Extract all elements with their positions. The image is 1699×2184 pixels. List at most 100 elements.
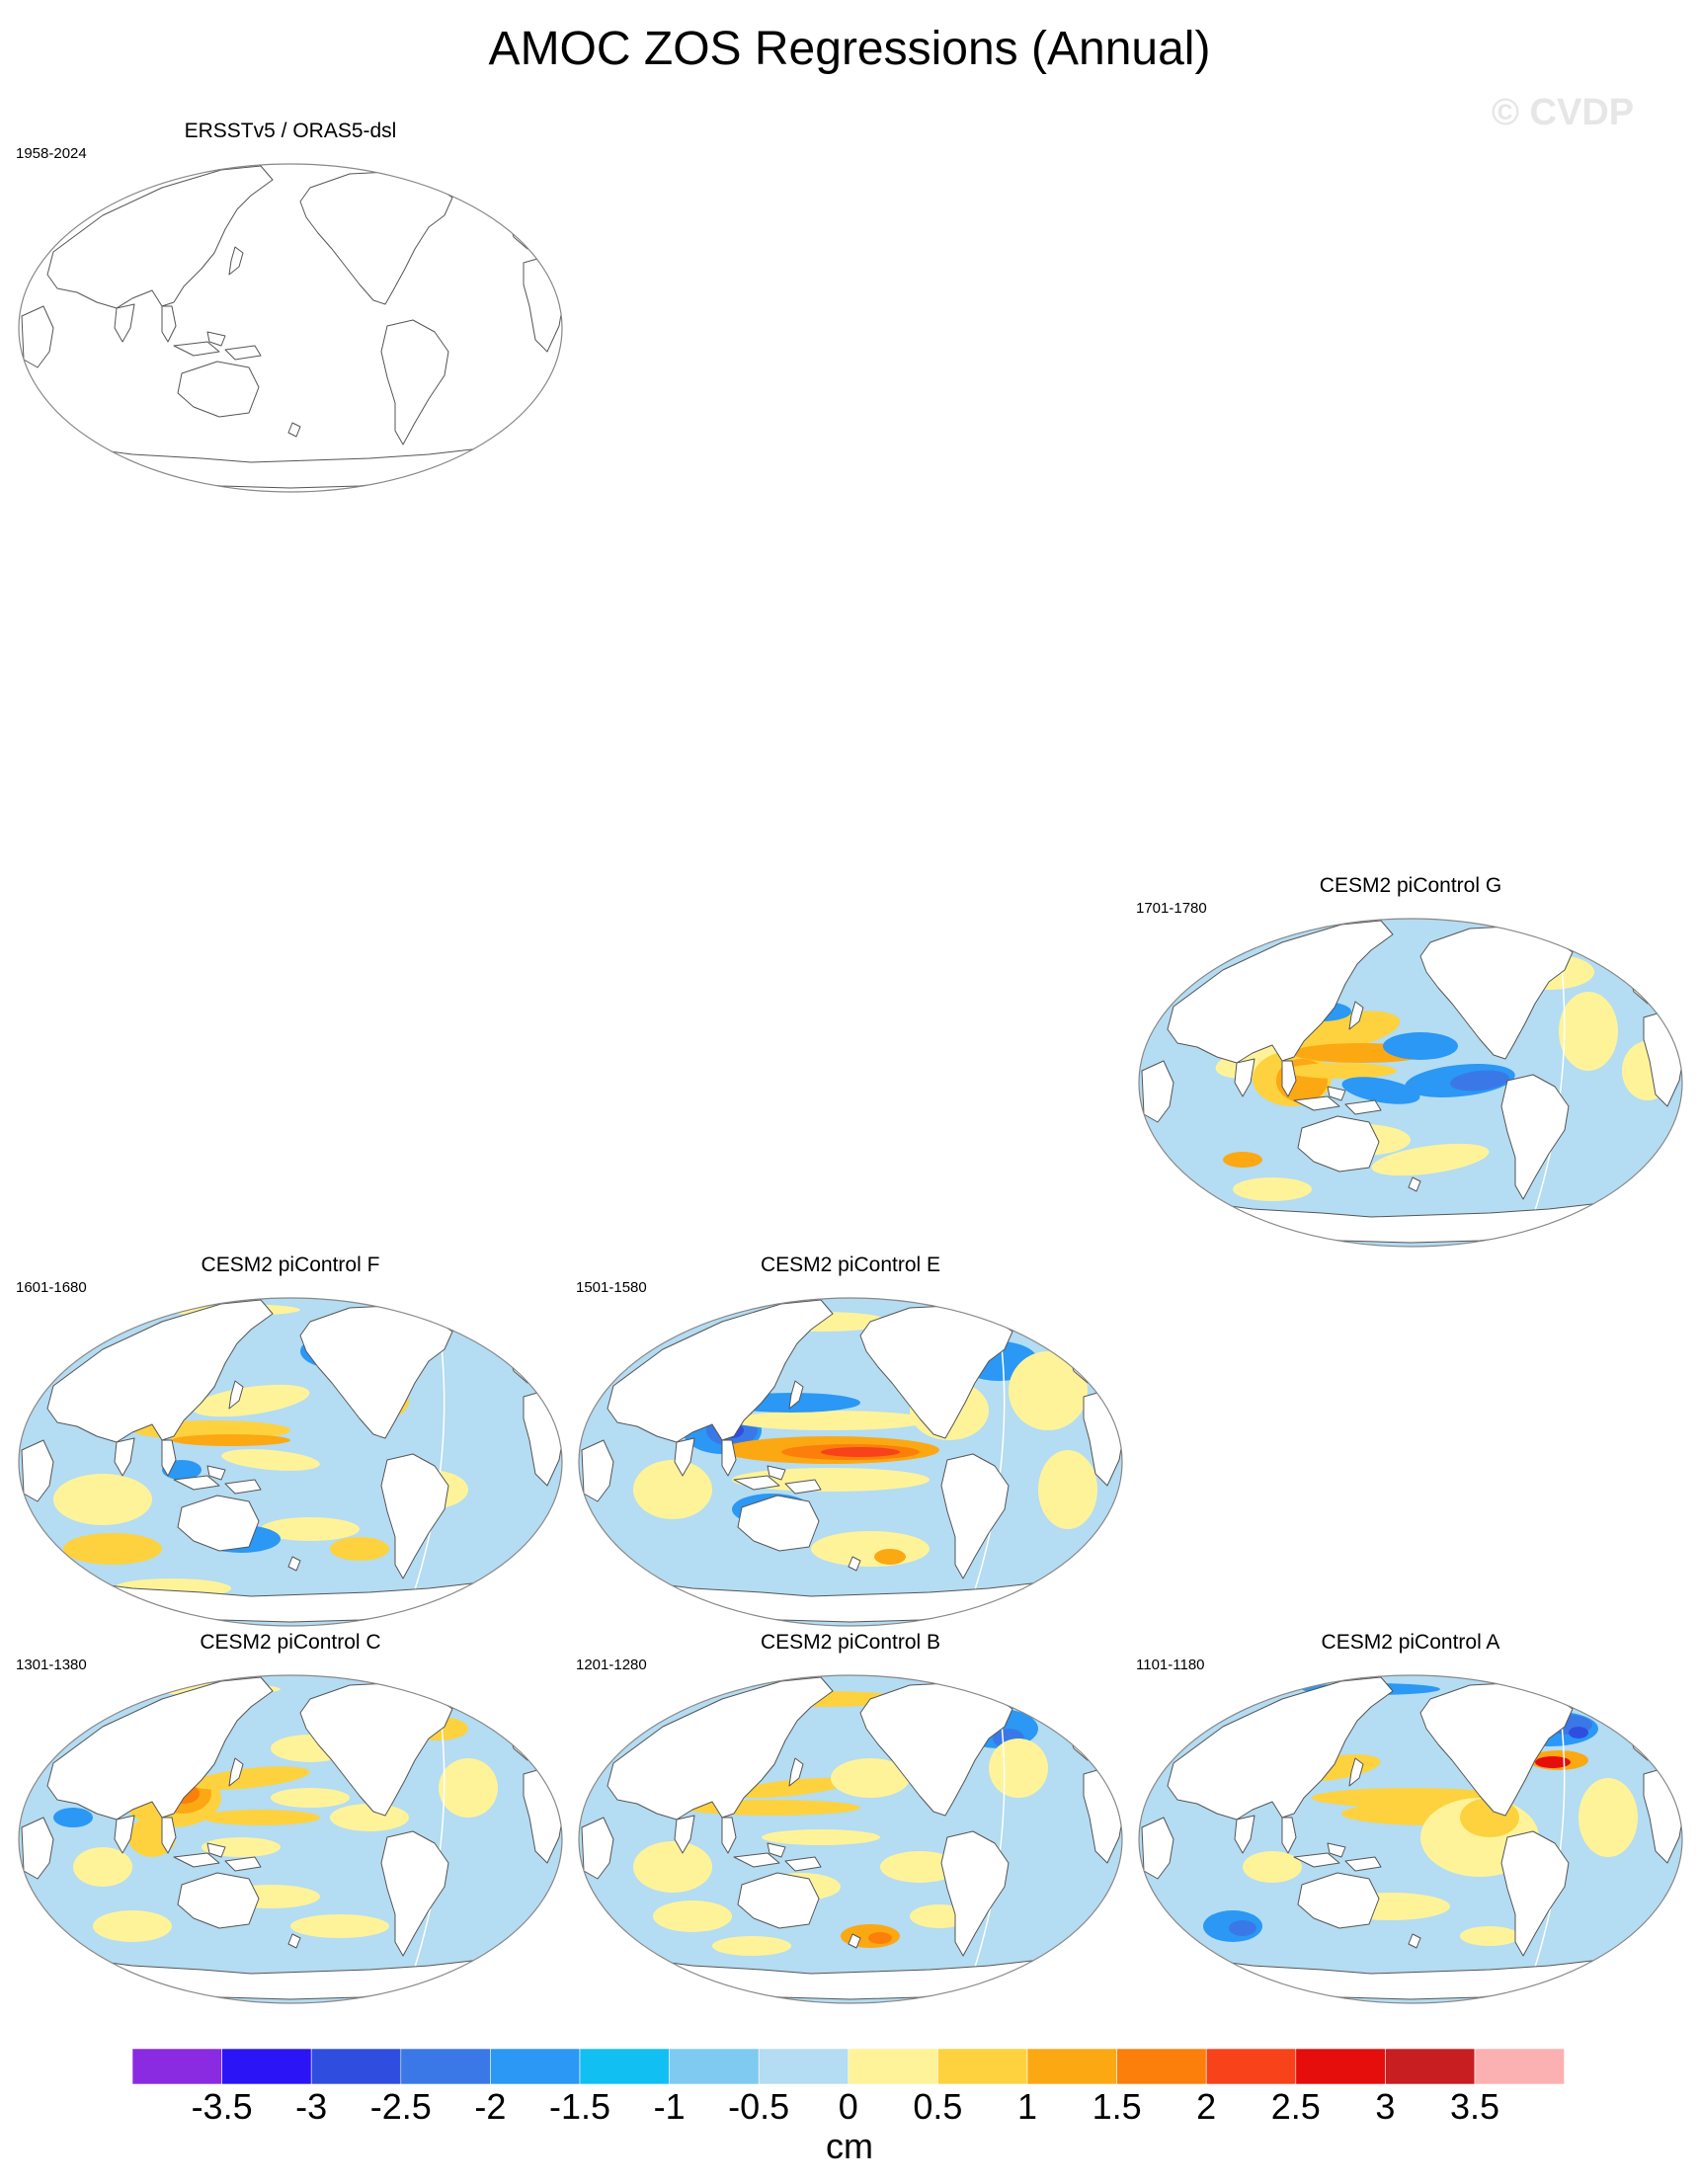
meridian-line	[1528, 941, 1566, 1230]
land-outline	[161, 1439, 177, 1477]
land-outline	[206, 331, 226, 347]
land-outline	[1500, 1830, 1570, 1957]
panel-title: CESM2 piControl E	[760, 1254, 941, 1276]
meridian-line	[1528, 1698, 1566, 1986]
anomaly-patch	[1286, 1063, 1397, 1079]
land-outline	[1297, 1872, 1380, 1929]
colorbar-box	[1474, 2048, 1565, 2085]
colorbar-box	[848, 2048, 938, 2085]
panel-years: 1301-1380	[16, 1657, 87, 1673]
colorbar-box	[400, 2048, 491, 2085]
land-outline	[848, 1933, 861, 1949]
panel-title: CESM2 piControl B	[760, 1631, 941, 1654]
anomaly-patch	[821, 1447, 900, 1457]
land-outline	[173, 341, 220, 357]
colorbar-tick-label: -2	[474, 2086, 507, 2127]
land-outline	[228, 1757, 244, 1787]
colorbar-boxes	[131, 2048, 1565, 2085]
panel-years: 1201-1280	[576, 1657, 647, 1673]
land-outline	[788, 1757, 804, 1787]
land-outline	[46, 1299, 274, 1443]
map-field	[579, 1298, 1122, 1626]
land-outline	[447, 165, 509, 201]
panel-title: ERSSTv5 / ORAS5-dsl	[184, 120, 397, 142]
land-outline	[21, 305, 54, 368]
map-border	[18, 163, 563, 493]
land-outline	[1293, 1852, 1340, 1868]
land-outline	[228, 1380, 244, 1410]
land-outline	[447, 1676, 509, 1712]
colorbar-box	[221, 2048, 312, 2085]
meridian-line	[968, 1321, 1006, 1609]
colorbar-tick-label: 3	[1375, 2086, 1396, 2127]
anomaly-patch	[409, 1341, 488, 1460]
land-outline	[733, 1475, 780, 1491]
panel-b: CESM2 piControl B 1201-1280	[574, 1630, 1127, 2005]
land-outline	[737, 1495, 820, 1552]
land-outline	[1408, 1933, 1421, 1949]
figure-title: AMOC ZOS Regressions (Annual)	[488, 23, 1211, 75]
colorbar-box	[1026, 2048, 1117, 2085]
colorbar-tick-label: -1	[653, 2086, 686, 2127]
anomaly-patch	[53, 1808, 93, 1827]
map-border	[18, 1297, 563, 1627]
panel-c: CESM2 piControl C 1301-1380	[14, 1630, 567, 2005]
land-outline	[674, 1815, 695, 1854]
land-outline	[507, 204, 562, 250]
map-obs	[18, 163, 563, 493]
land-outline	[1348, 1001, 1364, 1030]
meridian-line	[408, 1698, 445, 1986]
map-g	[1138, 918, 1683, 1248]
colorbar-box	[758, 2048, 850, 2085]
anomaly-patch	[63, 1533, 162, 1565]
anomaly-patch	[874, 1549, 906, 1565]
panel-a: CESM2 piControl A 1101-1180	[1134, 1630, 1687, 2005]
colorbar: -3.5 -3 -2.5 -2 -1.5 -1 -0.5 0 0.5 1 1.5 2 2.5 3 3.5 c…	[0, 2045, 1699, 2183]
anomaly-patch	[261, 1517, 360, 1541]
land-outline	[114, 1437, 135, 1477]
land-outline	[177, 1872, 260, 1929]
colorbar-box	[1385, 2048, 1476, 2085]
map-border	[578, 1297, 1123, 1627]
land-outline	[1167, 1676, 1394, 1820]
anomaly-patch	[221, 1449, 320, 1471]
land-outline	[1297, 1115, 1380, 1173]
map-border	[18, 1674, 563, 2004]
anomaly-patch	[880, 1851, 959, 1883]
ocean-fill	[19, 1675, 562, 2003]
land-outline	[1408, 1176, 1421, 1192]
anomaly-patch	[831, 1758, 910, 1798]
land-outline	[848, 1556, 861, 1572]
land-outline	[607, 1676, 834, 1820]
map-a	[1138, 1674, 1683, 2004]
panel-obs: ERSSTv5 / ORAS5-dsl 1958-2024	[14, 119, 567, 494]
land-outline	[173, 1852, 220, 1868]
map-field	[1139, 919, 1682, 1247]
colorbar-tick-label: -2.5	[369, 2086, 432, 2127]
land-outline	[1008, 1676, 1069, 1712]
land-outline	[177, 1495, 260, 1552]
colorbar-tick-label: 3.5	[1449, 2086, 1500, 2127]
land-outline	[784, 1479, 822, 1495]
land-outline	[523, 254, 562, 353]
land-outline	[161, 305, 177, 343]
map-f	[18, 1297, 563, 1627]
land-outline	[206, 1842, 226, 1858]
panel-title: CESM2 piControl A	[1321, 1631, 1500, 1654]
colorbar-box	[1205, 2048, 1297, 2085]
land-outline	[1500, 1074, 1570, 1200]
anomaly-patch	[1569, 1727, 1588, 1739]
anomaly-patch	[1559, 992, 1618, 1071]
watermark: © CVDP	[1492, 92, 1635, 133]
meridian-line	[968, 1698, 1006, 1986]
panel-years: 1101-1180	[1136, 1657, 1205, 1673]
land-outline	[114, 303, 135, 343]
anomaly-patch	[1223, 1152, 1262, 1168]
land-outline	[46, 165, 274, 309]
map-field	[1139, 1675, 1682, 2003]
land-outline	[784, 1856, 822, 1872]
anomaly-patch	[1383, 1032, 1458, 1060]
colorbar-tick-label: 1.5	[1092, 2086, 1142, 2127]
land-outline	[380, 319, 449, 445]
land-outline	[1293, 1095, 1340, 1111]
